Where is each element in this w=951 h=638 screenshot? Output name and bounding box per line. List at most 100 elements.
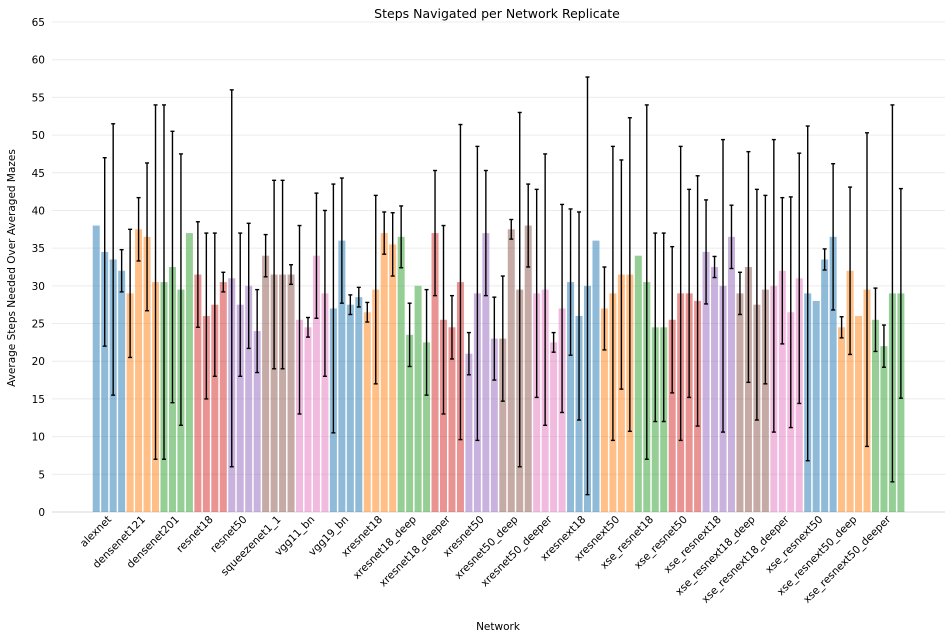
bar (838, 327, 846, 512)
y-axis-label: Average Steps Needed Over Averaged Mazes (6, 149, 18, 387)
error-bar (128, 228, 133, 359)
bar (101, 251, 109, 512)
bar (321, 293, 329, 512)
error-bar (695, 175, 700, 427)
bar (448, 327, 456, 512)
error-bar (754, 188, 759, 421)
error-bar (704, 199, 709, 305)
error-bar (831, 163, 836, 311)
error-bar (272, 179, 277, 370)
y-tick-label: 55 (32, 92, 45, 104)
bar (380, 233, 388, 513)
error-bar (771, 138, 776, 433)
bar (262, 255, 270, 512)
bar (135, 229, 143, 513)
bar (524, 225, 532, 513)
error-bar (839, 316, 844, 339)
y-tick-label: 0 (38, 507, 45, 519)
bar (702, 251, 710, 512)
bar (761, 289, 769, 512)
bar (668, 319, 676, 512)
error-bar (204, 232, 209, 400)
error-bar (509, 218, 514, 240)
error-bar (119, 248, 124, 293)
error-bar (255, 288, 260, 374)
error-bar (178, 153, 183, 427)
error-bar (746, 150, 751, 384)
error-bar (678, 145, 683, 442)
bar (296, 319, 304, 512)
error-bar (229, 89, 234, 468)
bar (490, 338, 498, 512)
error-bar (560, 203, 565, 414)
error-bar (407, 302, 412, 368)
error-bar (500, 275, 505, 402)
error-bar (238, 232, 243, 378)
error-bar (797, 152, 802, 405)
bar (778, 270, 786, 512)
error-bar (712, 255, 717, 279)
x-axis: alexnetdensenet121densenet201resnet18res… (78, 513, 894, 606)
error-bar (517, 111, 522, 468)
error-bar (729, 204, 734, 270)
y-tick-label: 45 (32, 168, 45, 180)
error-bar (433, 169, 438, 297)
x-tick-label: xresnet18_deep (351, 513, 419, 581)
bar (245, 285, 253, 512)
error-bar (483, 169, 488, 297)
y-tick-label: 35 (32, 243, 45, 255)
error-bar (466, 331, 471, 376)
bar (812, 300, 820, 512)
bar (897, 293, 905, 512)
error-bar (102, 156, 107, 347)
bar (270, 274, 278, 512)
error-bar (145, 162, 150, 312)
bar (431, 233, 439, 513)
error-bar (339, 177, 344, 304)
error-bar (619, 159, 624, 390)
error-bar (644, 104, 649, 460)
bar (685, 293, 693, 512)
bar (312, 255, 320, 512)
error-bar (543, 153, 548, 427)
bar (821, 259, 829, 512)
bar (440, 319, 448, 512)
bar (736, 293, 744, 512)
bar (482, 233, 490, 513)
error-bar (331, 183, 336, 434)
x-axis-label: Network (476, 621, 521, 633)
bar (143, 236, 151, 512)
error-bar (585, 76, 590, 496)
error-bar (687, 188, 692, 399)
error-bar (365, 301, 370, 323)
error-bar (873, 287, 878, 353)
bar (533, 293, 541, 512)
error-bar (390, 212, 395, 277)
error-bar (322, 209, 327, 378)
y-tick-label: 65 (32, 17, 45, 29)
bar (499, 338, 507, 512)
error-bar (263, 233, 268, 278)
error-bar (475, 145, 480, 442)
bar (236, 304, 244, 512)
y-tick-label: 5 (38, 469, 45, 481)
bar (414, 285, 422, 512)
error-bar (297, 224, 302, 415)
bar (406, 334, 414, 512)
bar (363, 312, 371, 512)
error-bar (382, 211, 387, 255)
error-bar (610, 145, 615, 442)
bar (219, 282, 227, 512)
error-bar (737, 271, 742, 316)
bar (711, 267, 719, 512)
bar (355, 297, 363, 512)
y-tick-label: 15 (32, 394, 45, 406)
bar (634, 255, 642, 512)
bar (567, 282, 575, 512)
bar (465, 353, 473, 512)
error-bar (568, 208, 573, 356)
error-bar (848, 186, 853, 356)
error-bar (348, 294, 353, 316)
x-tick-label: xresnet50_deep (453, 513, 521, 581)
bar (253, 331, 261, 512)
